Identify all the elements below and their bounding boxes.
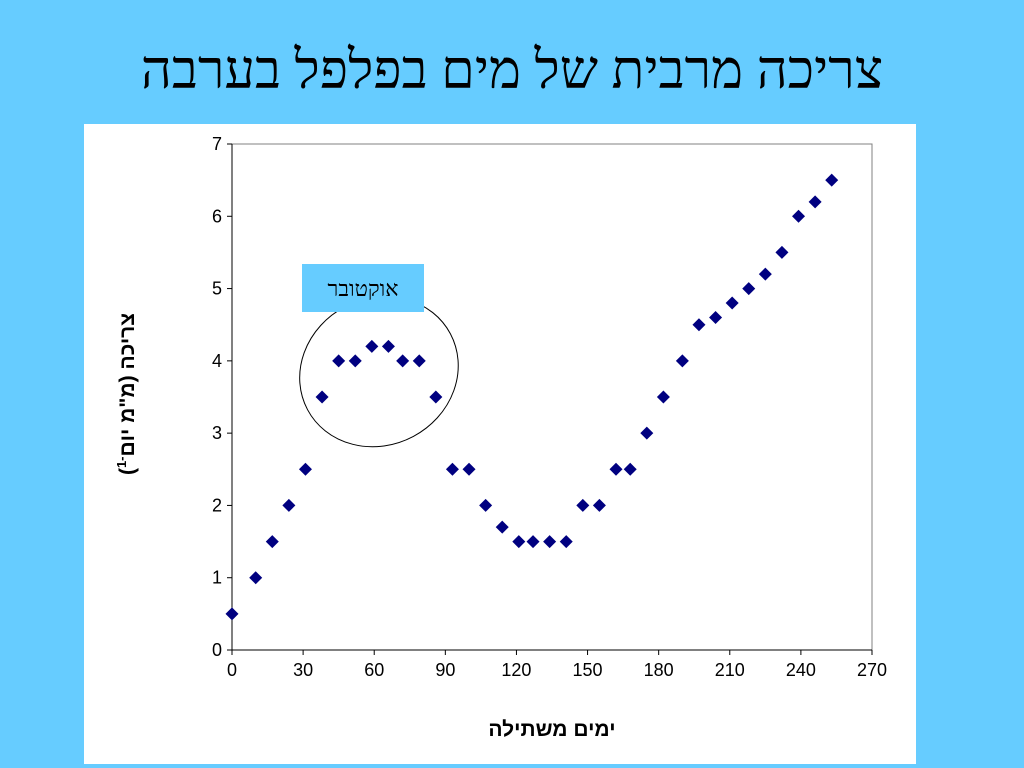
x-axis-title: ימים משתילה <box>488 718 615 741</box>
data-point <box>609 462 623 476</box>
y-tick-label: 6 <box>212 206 222 226</box>
data-point <box>225 607 239 621</box>
x-tick-label: 90 <box>435 660 455 680</box>
data-point <box>381 339 395 353</box>
x-tick-label: 60 <box>364 660 384 680</box>
data-point <box>775 245 789 259</box>
data-point <box>495 520 509 534</box>
callout-box <box>302 264 424 312</box>
y-tick-label: 7 <box>212 134 222 154</box>
data-point <box>675 354 689 368</box>
x-tick-label: 150 <box>573 660 603 680</box>
data-point <box>742 282 756 296</box>
data-point <box>526 535 540 549</box>
data-point <box>298 462 312 476</box>
x-tick-label: 30 <box>293 660 313 680</box>
axis-ticks <box>227 143 873 655</box>
data-point <box>725 296 739 310</box>
data-point <box>512 535 526 549</box>
data-point <box>640 426 654 440</box>
data-point <box>348 354 362 368</box>
october-callout: אוקטובר <box>302 264 424 312</box>
data-point <box>479 498 493 512</box>
data-point <box>758 267 772 281</box>
data-point <box>282 498 296 512</box>
y-tick-label: 1 <box>212 568 222 588</box>
data-points <box>225 173 839 621</box>
x-tick-label: 210 <box>715 660 745 680</box>
data-point <box>559 535 573 549</box>
x-tick-label: 0 <box>227 660 237 680</box>
data-point <box>332 354 346 368</box>
tick-labels: 0 1 2 3 4 5 6 7 0 30 60 90 120 150 180 210 240 270 <box>212 134 887 680</box>
x-tick-label: 270 <box>857 660 887 680</box>
data-point <box>315 390 329 404</box>
data-point <box>412 354 426 368</box>
callout-label: אוקטובר <box>328 276 399 301</box>
data-point <box>709 310 723 324</box>
chart-panel: 0 1 2 3 4 5 6 7 0 30 60 90 120 150 180 210 240 270 אוקטוב… <box>84 124 916 764</box>
data-point <box>396 354 410 368</box>
data-point <box>692 318 706 332</box>
x-tick-label: 240 <box>786 660 816 680</box>
data-point <box>429 390 443 404</box>
y-tick-label: 2 <box>212 495 222 515</box>
y-axis-title: צריכה (מ"מ יום-1) <box>114 313 139 475</box>
y-axis-title-superscript: -1 <box>114 456 129 468</box>
y-axis-title-main: צריכה (מ"מ יום <box>116 313 139 457</box>
plot-area: 0 1 2 3 4 5 6 7 0 30 60 90 120 150 180 210 240 270 <box>212 134 887 680</box>
data-point <box>576 498 590 512</box>
data-point <box>656 390 670 404</box>
y-axis-title-close: ) <box>116 468 139 475</box>
data-point <box>462 462 476 476</box>
data-point <box>265 535 279 549</box>
data-point <box>808 195 822 209</box>
y-tick-label: 4 <box>212 351 222 371</box>
data-point <box>825 173 839 187</box>
slide-title: צריכה מרבית של מים בפלפל בערבה <box>140 40 884 100</box>
x-tick-label: 180 <box>644 660 674 680</box>
y-tick-label: 3 <box>212 423 222 443</box>
data-point <box>249 571 263 585</box>
data-point <box>592 498 606 512</box>
data-point <box>445 462 459 476</box>
y-tick-label: 0 <box>212 640 222 660</box>
data-point <box>623 462 637 476</box>
data-point <box>792 209 806 223</box>
data-point <box>365 339 379 353</box>
data-point <box>543 535 557 549</box>
x-tick-label: 120 <box>501 660 531 680</box>
scatter-chart: 0 1 2 3 4 5 6 7 0 30 60 90 120 150 180 210 240 270 אוקטוב… <box>114 134 887 741</box>
y-tick-label: 5 <box>212 279 222 299</box>
